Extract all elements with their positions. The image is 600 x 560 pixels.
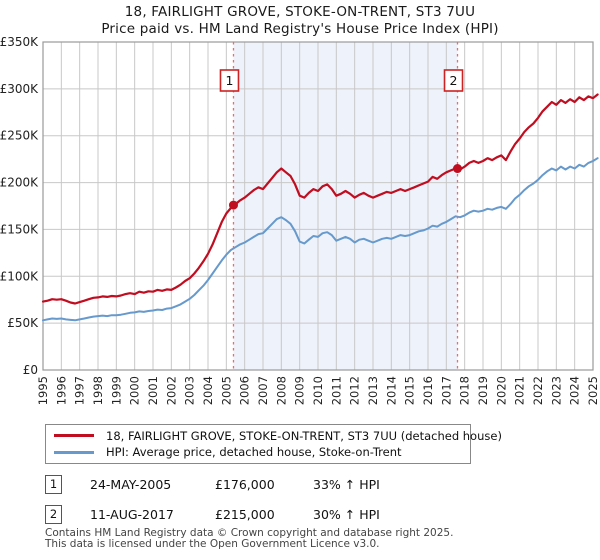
sale-price-dot	[228, 200, 238, 210]
x-tick-label: 1999	[109, 376, 123, 405]
y-tick-label: £100K	[0, 269, 39, 283]
sale-marker-box	[443, 69, 464, 92]
price-history-plot: £0 £50K £100K £150K £200K £250K £300K £350K 1995…	[0, 35, 600, 405]
between-sales-band	[233, 42, 458, 370]
chart-title-line1: 18, FAIRLIGHT GROVE, STOKE-ON-TRENT, ST3…	[124, 4, 476, 20]
chart-legend: 18, FAIRLIGHT GROVE, STOKE-ON-TRENT, ST3…	[45, 424, 502, 464]
x-tick-label: 2000	[128, 376, 142, 405]
x-tick-label: 1995	[36, 376, 50, 405]
y-tick-label: £150K	[0, 222, 39, 236]
legend-item-property: 18, FAIRLIGHT GROVE, STOKE-ON-TRENT, ST3…	[46, 428, 502, 444]
x-tick-label: 2016	[421, 376, 435, 405]
chart-title-line2: Price paid vs. HM Land Registry's House …	[101, 21, 499, 37]
y-tick-label: £350K	[0, 35, 39, 49]
x-tick-label: 2024	[568, 376, 582, 405]
x-tick-label: 2017	[439, 376, 453, 405]
hpi-average-line	[42, 157, 599, 322]
property-price-line	[41, 93, 599, 305]
x-tick-label: 2011	[329, 376, 343, 405]
x-tick-label: 2019	[476, 376, 490, 405]
x-tick-label: 2022	[531, 376, 545, 405]
x-tick-label: 2009	[293, 376, 307, 405]
legend-item-hpi: HPI: Average price, detached house, Stok…	[46, 444, 470, 460]
sale-1-number-badge: 1	[45, 475, 62, 494]
sale-2-vs-hpi: 30% ↑ HPI	[313, 507, 380, 522]
y-tick-label: £250K	[0, 129, 39, 143]
sale-2-price: £215,000	[215, 507, 275, 522]
legend-label-hpi: HPI: Average price, detached house, Stok…	[106, 445, 402, 460]
sale-1-price: £176,000	[215, 477, 275, 492]
sale-row-1: 1 24-MAY-2005 £176,000 33% ↑ HPI	[45, 475, 565, 495]
attribution-footer: Contains HM Land Registry data © Crown c…	[45, 528, 585, 549]
sale-marker-number: 2	[450, 73, 458, 88]
x-tick-label: 2003	[183, 376, 197, 405]
x-tick-label: 2014	[384, 376, 398, 405]
sale-2-date: 11-AUG-2017	[90, 507, 174, 522]
x-tick-label: 2006	[238, 376, 252, 405]
sale-1-date: 24-MAY-2005	[90, 477, 172, 492]
x-tick-label: 2008	[274, 376, 288, 405]
sale-price-dot	[453, 164, 463, 174]
x-tick-label: 1998	[91, 376, 105, 405]
y-tick-label: £300K	[0, 82, 39, 96]
property-line-swatch	[54, 434, 94, 438]
attribution-line2: This data is licensed under the Open Gov…	[45, 537, 380, 550]
sale-marker-box	[219, 69, 240, 92]
x-tick-label: 2005	[219, 376, 233, 405]
x-tick-label: 2015	[403, 376, 417, 405]
x-tick-label: 2002	[164, 376, 178, 405]
x-tick-label: 2007	[256, 376, 270, 405]
y-tick-label: £50K	[7, 316, 39, 330]
x-tick-label: 1997	[73, 376, 87, 405]
x-tick-label: 2001	[146, 376, 160, 405]
sale-marker-number: 1	[226, 73, 234, 88]
x-tick-label: 1996	[54, 376, 68, 405]
x-tick-label: 2013	[366, 376, 380, 405]
x-tick-label: 2012	[348, 376, 362, 405]
legend-label-property: 18, FAIRLIGHT GROVE, STOKE-ON-TRENT, ST3…	[106, 428, 502, 443]
sale-row-2: 2 11-AUG-2017 £215,000 30% ↑ HPI	[45, 505, 565, 525]
x-tick-label: 2010	[311, 376, 325, 405]
sale-2-number-badge: 2	[45, 505, 62, 524]
x-tick-label: 2023	[549, 376, 563, 405]
x-tick-label: 2018	[458, 376, 472, 405]
hpi-line-swatch	[54, 450, 94, 454]
sale-1-vs-hpi: 33% ↑ HPI	[313, 477, 380, 492]
x-tick-label: 2025	[586, 376, 600, 405]
x-tick-label: 2004	[201, 376, 215, 405]
x-tick-label: 2021	[513, 376, 527, 405]
y-tick-label: £0	[23, 363, 38, 377]
attribution-line1: Contains HM Land Registry data © Crown c…	[45, 527, 454, 539]
x-tick-label: 2020	[494, 376, 508, 405]
y-tick-label: £200K	[0, 176, 39, 190]
